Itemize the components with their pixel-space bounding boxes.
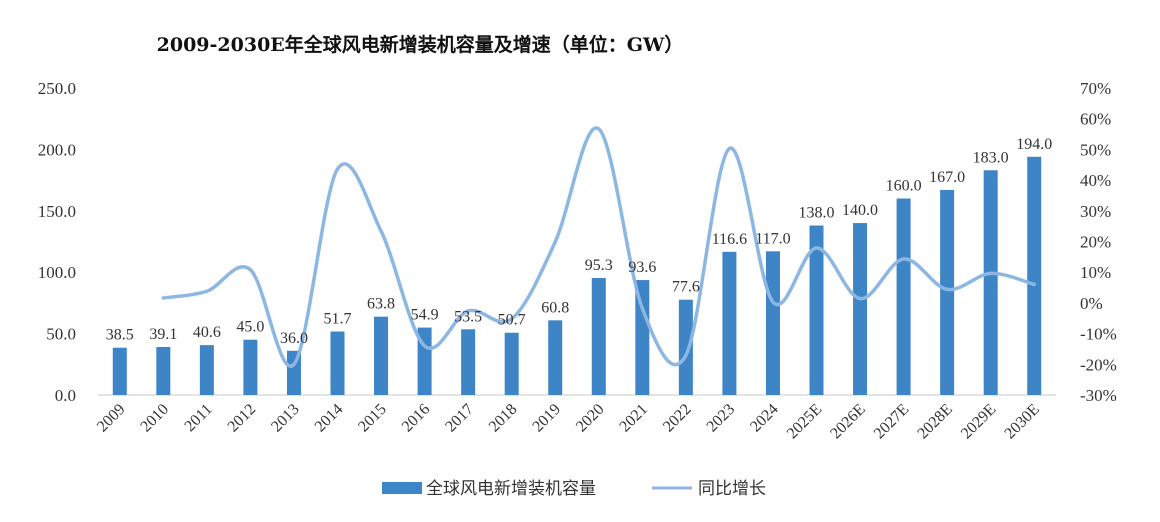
bar-2019 <box>548 320 563 395</box>
left-axis-tick: 50.0 <box>46 325 76 344</box>
left-axis-tick: 250.0 <box>38 79 76 98</box>
chart-title: 2009-2030E年全球风电新增装机容量及增速（单位：GW） <box>157 33 684 56</box>
bar-2023 <box>722 251 737 395</box>
x-axis-tick-2013: 2013 <box>268 401 303 436</box>
x-axis-tick-2022: 2022 <box>660 401 695 436</box>
legend-bar-label: 全球风电新增装机容量 <box>426 479 596 499</box>
legend-bar-swatch <box>382 482 422 494</box>
bar-2018 <box>504 332 519 395</box>
bar-label-2026E: 140.0 <box>842 202 878 219</box>
bar-label-2016: 54.9 <box>411 307 439 324</box>
x-axis-tick-2017: 2017 <box>442 401 477 436</box>
bar-label-2014: 51.7 <box>324 311 352 328</box>
bar-2027E <box>896 198 911 395</box>
x-axis-tick-2019: 2019 <box>529 401 564 436</box>
bar-2025E <box>809 225 824 395</box>
bar-label-2029E: 183.0 <box>973 149 1009 166</box>
bar-label-2011: 40.6 <box>193 324 221 341</box>
bar-2009 <box>112 347 127 395</box>
left-axis-tick: 150.0 <box>38 202 76 221</box>
bar-label-2027E: 160.0 <box>886 178 922 195</box>
x-axis-tick-2028E: 2028E <box>914 401 956 443</box>
legend: 全球风电新增装机容量 同比增长 <box>382 479 766 499</box>
bar-2014 <box>330 331 345 395</box>
bar-label-2010: 39.1 <box>149 326 177 343</box>
bar-label-2022: 77.6 <box>672 279 700 296</box>
bar-2030E <box>1027 156 1042 395</box>
bar-2012 <box>243 339 258 395</box>
bar-label-2021: 93.6 <box>628 259 656 276</box>
legend-line-label: 同比增长 <box>698 479 766 499</box>
bar-label-2025E: 138.0 <box>799 205 835 222</box>
x-axis-tick-2020: 2020 <box>573 401 608 436</box>
x-axis-tick-2024: 2024 <box>747 401 782 436</box>
bar-label-2013: 36.0 <box>280 330 308 347</box>
right-axis-tick: 10% <box>1080 263 1111 282</box>
bar-2021 <box>635 280 650 395</box>
x-axis-tick-2015: 2015 <box>355 401 390 436</box>
bar-label-2024: 117.0 <box>755 230 790 247</box>
bar-2029E <box>983 170 998 395</box>
bar-series <box>112 156 1042 395</box>
bar-2017 <box>461 329 476 395</box>
bar-2028E <box>940 189 955 395</box>
right-axis-tick: 50% <box>1080 140 1111 159</box>
right-axis-tick: 20% <box>1080 233 1111 252</box>
bar-2020 <box>591 277 606 395</box>
right-axis-tick: -20% <box>1080 355 1117 374</box>
growth-line <box>161 126 1036 368</box>
x-axis-tick-2018: 2018 <box>486 401 521 436</box>
bar-label-2020: 95.3 <box>585 257 613 274</box>
right-axis-tick: -10% <box>1080 325 1117 344</box>
bar-2011 <box>199 345 214 395</box>
right-axis-tick: 60% <box>1080 110 1111 129</box>
left-axis-tick: 200.0 <box>38 140 76 159</box>
bar-label-2015: 63.8 <box>367 296 395 313</box>
growth-line-series <box>161 126 1036 368</box>
x-axis-tick-2026E: 2026E <box>827 401 869 443</box>
bar-label-2030E: 194.0 <box>1016 136 1052 153</box>
bar-label-2028E: 167.0 <box>929 169 965 186</box>
right-axis-tick: 70% <box>1080 79 1111 98</box>
bar-data-labels: 38.5 39.1 40.6 45.0 36.0 51.7 63.8 54.9 53.5 50.7… <box>106 136 1052 347</box>
right-axis-tick: -30% <box>1080 386 1117 405</box>
bar-2026E <box>853 223 868 395</box>
right-axis: -30% -20% -10% 0% 10% 20% 30% 40% 50% 60% 70% <box>1080 79 1117 405</box>
x-axis-tick-2027E: 2027E <box>871 401 913 443</box>
bar-label-2017: 53.5 <box>454 308 482 325</box>
x-axis-tick-2010: 2010 <box>137 401 172 436</box>
bar-2010 <box>156 346 171 395</box>
bar-label-2012: 45.0 <box>236 319 264 336</box>
left-axis-tick: 100.0 <box>38 263 76 282</box>
x-axis-tick-2023: 2023 <box>704 401 739 436</box>
bar-label-2019: 60.8 <box>541 299 569 316</box>
x-axis-tick-2030E: 2030E <box>1001 401 1043 443</box>
bar-label-2009: 38.5 <box>106 327 134 344</box>
bar-2015 <box>374 316 389 395</box>
x-axis-tick-2021: 2021 <box>616 401 651 436</box>
x-axis-tick-2009: 2009 <box>94 401 129 436</box>
x-axis-ticks: 2009 2010 2011 2012 2013 2014 2015 2016 2017 2018… <box>94 401 1043 443</box>
left-axis: 0.0 50.0 100.0 150.0 200.0 250.0 <box>38 79 76 405</box>
right-axis-tick: 40% <box>1080 171 1111 190</box>
x-axis-tick-2014: 2014 <box>312 401 347 436</box>
x-axis-tick-2025E: 2025E <box>784 401 826 443</box>
left-axis-tick: 0.0 <box>55 386 76 405</box>
x-axis-tick-2029E: 2029E <box>958 401 1000 443</box>
x-axis-tick-2011: 2011 <box>181 401 215 435</box>
bar-label-2023: 116.6 <box>712 231 747 248</box>
bar-label-2018: 50.7 <box>498 312 526 329</box>
x-axis-tick-2016: 2016 <box>399 401 434 436</box>
x-axis-tick-2012: 2012 <box>225 401 260 436</box>
bar-2024 <box>765 251 780 395</box>
right-axis-tick: 0% <box>1080 294 1103 313</box>
bar-2022 <box>678 299 693 395</box>
right-axis-tick: 30% <box>1080 202 1111 221</box>
